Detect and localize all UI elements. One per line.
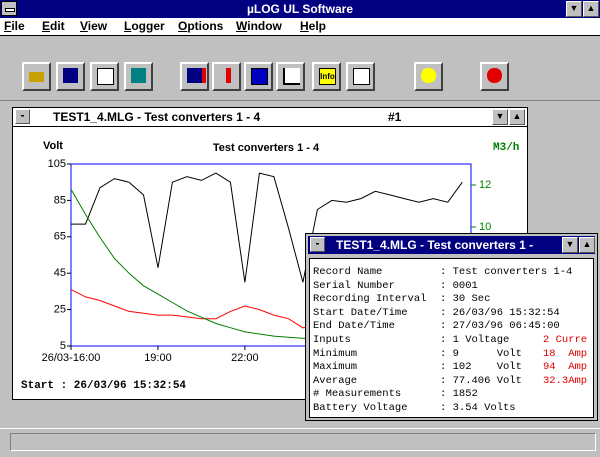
- info-value: : 77.406 Volt: [440, 374, 522, 387]
- info-label: Maximum: [313, 361, 358, 374]
- info-row: Inputs : 1 Voltage 2 Curre: [313, 333, 587, 347]
- child-minimize[interactable]: ▼: [492, 109, 508, 125]
- info-extra: 18 Amp: [543, 347, 588, 360]
- info-value: : 3.54 Volts: [440, 402, 516, 414]
- open-button[interactable]: [22, 62, 51, 91]
- menu-item[interactable]: Window: [236, 19, 282, 33]
- y-tick-label: 65: [54, 231, 66, 243]
- start-label: Start : 26/03/96 15:32:54: [21, 380, 186, 392]
- chart-window-title: TEST1_4.MLG - Test converters 1 - 4: [53, 110, 261, 124]
- info-value: : 102 Volt: [440, 361, 522, 374]
- child-maximize[interactable]: ▲: [509, 109, 525, 125]
- system-menu[interactable]: [1, 1, 17, 16]
- info-row: End Date/Time : 27/03/96 06:45:00: [313, 319, 560, 333]
- signal-button[interactable]: [212, 62, 241, 91]
- minimize-button[interactable]: ▼: [566, 1, 582, 17]
- info-label: # Measurements: [313, 388, 402, 401]
- info-label: Recording Interval: [313, 293, 427, 306]
- table-button[interactable]: [244, 62, 273, 91]
- info-value: : 27/03/96 06:45:00: [440, 320, 560, 333]
- y-tick-label: 5: [60, 340, 66, 352]
- info-row: Minimum : 9 Volt 18 Amp: [313, 347, 587, 361]
- info-label: End Date/Time: [313, 320, 395, 333]
- x-tick-label: 26/03-16:00: [42, 352, 101, 364]
- series-line: [71, 172, 463, 283]
- info-body: Record Name: Test converters 1-4 Serial N…: [309, 258, 594, 418]
- info-value: : 0001: [440, 279, 478, 292]
- info-row: Battery Voltage : 3.54 Volts: [313, 401, 516, 415]
- y2-tick-label: 12: [479, 179, 491, 191]
- info-title-bar: - TEST1_4.MLG - Test converters 1 - ▼ ▲: [308, 236, 595, 254]
- menu-bar: File Edit View Logger Options Window Help: [0, 18, 600, 36]
- menu-item[interactable]: Help: [300, 19, 327, 33]
- info-row: # Measurements : 1852: [313, 387, 478, 401]
- y-axis-label: Volt: [43, 140, 63, 152]
- info-minimize[interactable]: ▼: [562, 237, 578, 253]
- menu-item[interactable]: Options: [178, 19, 224, 33]
- status-bar: [0, 428, 600, 457]
- graph-button[interactable]: [276, 62, 305, 91]
- info-row: Maximum : 102 Volt 94 Amp: [313, 360, 587, 374]
- info-button[interactable]: Info: [312, 62, 341, 91]
- info-row: Record Name : Test converters 1-4: [313, 265, 572, 279]
- info-label: Minimum: [313, 347, 358, 360]
- info-maximize[interactable]: ▲: [579, 237, 595, 253]
- series-line: [70, 289, 332, 329]
- info-label: Average: [313, 374, 358, 387]
- info-extra: 32.3Amp: [543, 374, 588, 387]
- print-button[interactable]: [90, 62, 119, 91]
- download-button[interactable]: [124, 62, 153, 91]
- y-tick-label: 45: [54, 267, 66, 279]
- help-button[interactable]: [414, 62, 443, 91]
- chart-title: Test converters 1 - 4: [213, 142, 320, 154]
- info-system-menu[interactable]: -: [310, 237, 325, 252]
- menu-item[interactable]: Logger: [124, 19, 165, 33]
- info-row: Serial Number : 0001: [313, 279, 478, 293]
- info-window: - TEST1_4.MLG - Test converters 1 - ▼ ▲ …: [305, 233, 598, 421]
- meter-button[interactable]: [346, 62, 375, 91]
- y-tick-label: 25: [54, 304, 66, 316]
- info-row: Recording Interval : 30 Sec: [313, 292, 490, 306]
- info-label: Info: [319, 68, 336, 85]
- child-system-menu[interactable]: -: [15, 109, 30, 124]
- info-value: : Test converters 1-4: [440, 266, 573, 278]
- chart-window-title-bar: - TEST1_4.MLG - Test converters 1 - 4 #1…: [13, 108, 527, 127]
- info-value: : 1 Voltage: [440, 334, 510, 346]
- x-tick-label: 19:00: [144, 352, 172, 364]
- series-line: [70, 188, 332, 341]
- info-extra: 94 Amp: [543, 361, 588, 374]
- title-bar: µLOG UL Software ▼ ▲: [0, 0, 600, 18]
- info-value: : 26/03/96 15:32:54: [440, 306, 560, 319]
- maximize-button[interactable]: ▲: [583, 1, 599, 17]
- info-label: Inputs: [313, 334, 351, 346]
- info-title: TEST1_4.MLG - Test converters 1 -: [336, 238, 534, 252]
- y2-axis-label: M3/h: [493, 142, 519, 154]
- info-value: : 30 Sec: [440, 293, 491, 306]
- info-row: Start Date/Time : 26/03/96 15:32:54: [313, 306, 560, 320]
- y-tick-label: 85: [54, 194, 66, 206]
- menu-item[interactable]: Edit: [42, 19, 65, 33]
- info-row: Average : 77.406 Volt 32.3Amp: [313, 374, 587, 388]
- exit-button[interactable]: [480, 62, 509, 91]
- toolbar: Info: [0, 36, 600, 101]
- app-title: µLOG UL Software: [246, 2, 354, 16]
- window-number: #1: [388, 110, 402, 124]
- info-label: Battery Voltage: [313, 402, 408, 414]
- info-value: : 1852: [440, 388, 478, 401]
- save-button[interactable]: [56, 62, 85, 91]
- y2-tick-label: 10: [479, 221, 491, 233]
- logger-button[interactable]: [180, 62, 209, 91]
- info-label: Start Date/Time: [313, 306, 408, 319]
- x-tick-label: 22:00: [231, 352, 259, 364]
- info-label: Serial Number: [313, 279, 395, 292]
- info-value: : 9 Volt: [440, 347, 522, 360]
- y-tick-label: 105: [48, 158, 66, 170]
- info-label: Record Name: [313, 266, 383, 278]
- menu-item[interactable]: View: [80, 19, 108, 33]
- info-extra: 2 Curre: [543, 334, 588, 346]
- status-field: [10, 433, 596, 451]
- menu-item[interactable]: File: [4, 19, 25, 33]
